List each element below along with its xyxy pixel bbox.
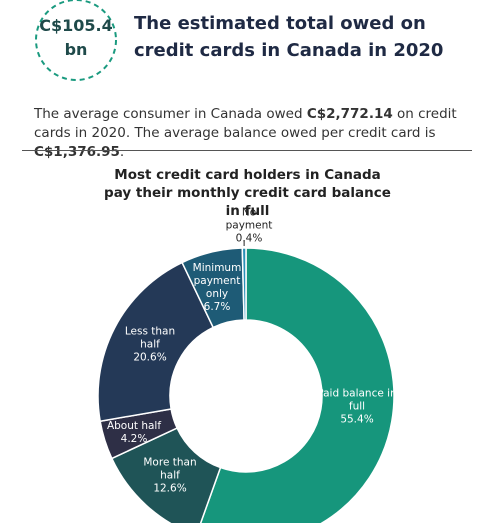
category-label: Less than half	[124, 325, 176, 351]
donut-slice	[241, 247, 247, 321]
value-label: 6.7%	[203, 301, 231, 313]
amount: C$1,376.95	[34, 144, 120, 160]
slice-label: About half 4.2%	[103, 420, 165, 446]
badge-value: C$105.4 bn	[28, 14, 124, 62]
summary-paragraph: The average consumer in Canada owed C$2,…	[34, 105, 474, 162]
badge-circle	[35, 0, 117, 81]
category-label: More than half	[143, 456, 197, 482]
category-label: Minimum payment only	[192, 262, 242, 300]
divider	[22, 150, 472, 151]
value-label: 55.4%	[340, 413, 374, 426]
slice-label: Less than half 20.6%	[119, 326, 181, 365]
donut-slice	[97, 261, 215, 423]
value-label: 12.6%	[153, 482, 187, 495]
text: .	[119, 144, 125, 160]
text: on credit cards in 2020. The average bal…	[34, 106, 457, 141]
category-label: No payment	[225, 206, 273, 232]
value-label: 20.6%	[133, 351, 167, 364]
category-label: About half	[106, 420, 162, 432]
slice-label: Paid balance in full 55.4%	[317, 388, 397, 427]
badge-amount: C$105.4	[39, 16, 113, 35]
slice-label: No payment 0.4%	[218, 207, 280, 246]
badge-unit: bn	[64, 40, 88, 59]
headline: The estimated total owed on credit cards…	[134, 13, 444, 61]
value-label: 4.2%	[120, 433, 148, 445]
slice-label: More than half 12.6%	[139, 457, 201, 496]
slice-label: Minimum payment only 6.7%	[186, 262, 248, 314]
category-label: Paid balance in full	[317, 387, 397, 413]
amount: C$2,772.14	[306, 106, 393, 122]
text: The average consumer in Canada owed	[34, 106, 307, 122]
donut-slice	[199, 247, 395, 523]
chart-title: Most credit card holders in Canada pay t…	[104, 167, 391, 219]
value-label: 0.4%	[235, 232, 263, 245]
